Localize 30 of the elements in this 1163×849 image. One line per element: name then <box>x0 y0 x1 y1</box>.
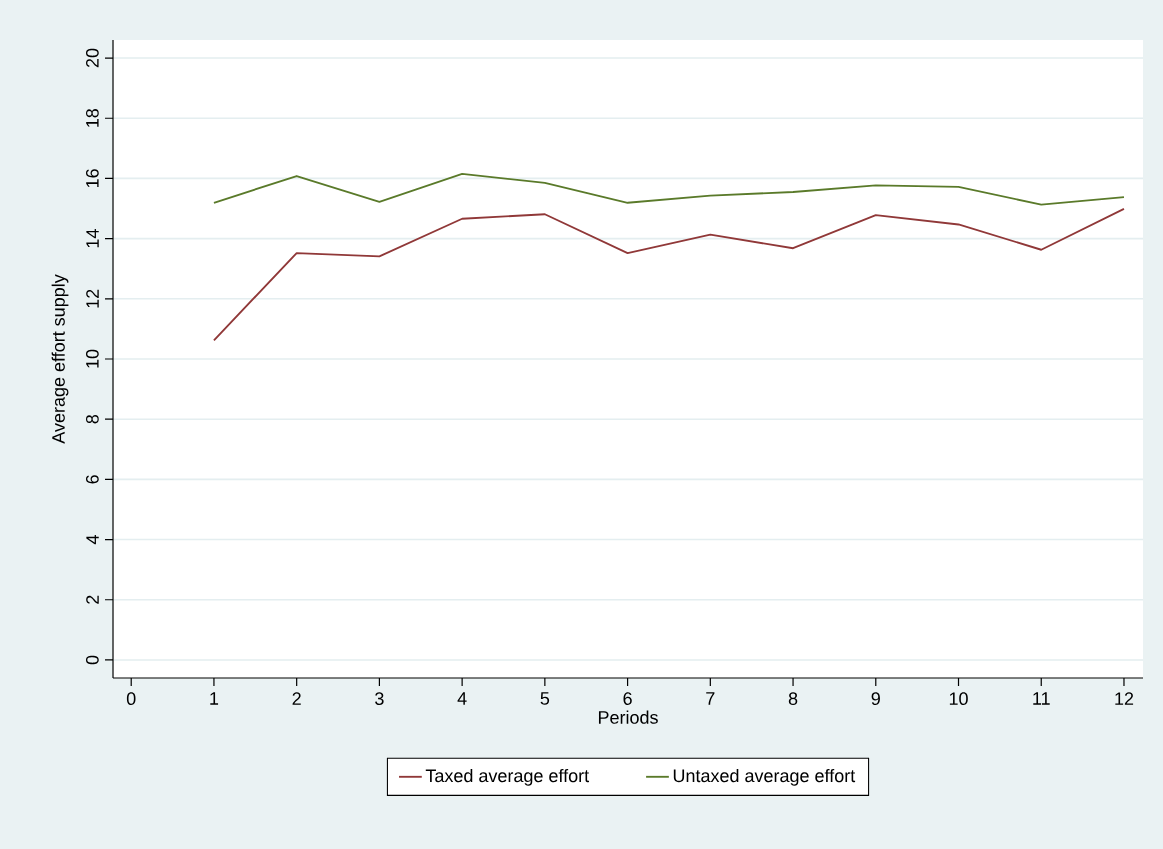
y-tick-label: 4 <box>86 535 99 545</box>
x-tick-label: 1 <box>210 692 219 705</box>
x-tick-label: 7 <box>706 692 715 705</box>
y-tick-label: 8 <box>86 414 99 424</box>
x-tick-label: 3 <box>375 692 384 705</box>
y-axis-title: Average effort supply <box>51 274 69 444</box>
y-tick-label: 18 <box>86 109 99 127</box>
legend-label: Taxed average effort <box>425 768 590 786</box>
y-tick-label: 16 <box>86 169 99 188</box>
x-tick-label: 9 <box>871 692 880 705</box>
x-tick-label: 4 <box>457 692 467 705</box>
x-tick-label: 5 <box>540 692 550 705</box>
y-tick-label: 20 <box>86 48 99 68</box>
legend-label: Untaxed average effort <box>673 768 856 786</box>
x-tick-label: 2 <box>292 692 301 705</box>
y-tick-label: 0 <box>86 655 99 665</box>
x-axis-title: Periods <box>598 710 658 724</box>
y-tick-label: 10 <box>86 349 99 368</box>
y-tick-label: 2 <box>86 595 99 604</box>
line-series <box>213 172 1125 206</box>
x-tick-label: 12 <box>1115 692 1134 705</box>
y-tick-label: 6 <box>86 475 99 484</box>
x-tick-label: 0 <box>126 692 136 705</box>
y-tick-label: 14 <box>86 229 99 248</box>
x-tick-label: 11 <box>1033 692 1050 705</box>
x-tick-label: 6 <box>623 692 632 705</box>
x-tick-label: 10 <box>949 692 968 705</box>
y-tick-label: 12 <box>86 289 99 308</box>
line-series <box>213 207 1125 342</box>
x-tick-label: 8 <box>788 692 798 705</box>
